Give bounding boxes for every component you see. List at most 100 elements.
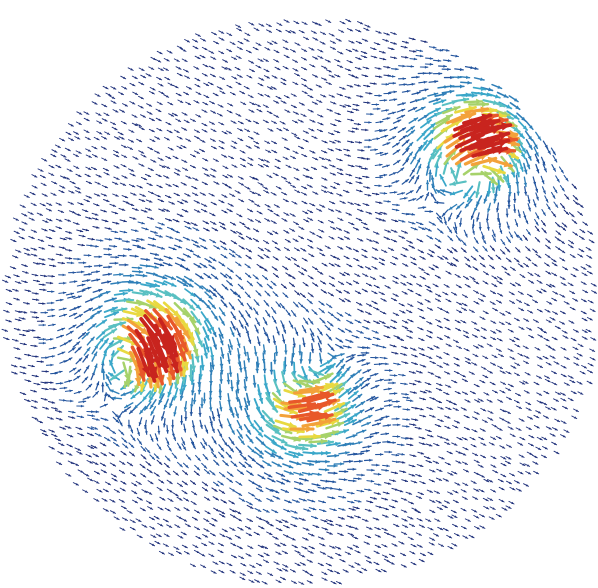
vector-arrow-head [394, 374, 397, 377]
vector-arrow-head [144, 525, 147, 528]
vector-arrow-head [395, 208, 399, 212]
vector-arrow-head [528, 427, 532, 430]
vector-arrow-head [422, 353, 426, 356]
vector-arrow-head [139, 185, 143, 189]
vector-arrow-head [349, 321, 353, 324]
vector-arrow-head [428, 460, 432, 463]
vector-arrow-head [159, 51, 163, 54]
vector-arrow-head [284, 138, 288, 141]
vector-arrow-head [339, 168, 343, 171]
vector-arrow-head [211, 193, 215, 197]
vector-arrow-head [98, 174, 102, 178]
vector-arrow-head [116, 154, 119, 157]
vector-arrow-head [528, 258, 531, 261]
vector-arrow-head [421, 338, 425, 341]
vector-arrow-head [373, 82, 377, 85]
vector-arrow-head [518, 428, 522, 431]
vector-arrow-head [248, 146, 252, 149]
vector-arrow-head [348, 49, 352, 52]
vector-arrow-head [387, 440, 390, 444]
vector-arrow-head [114, 127, 118, 130]
vector-arrow-head [71, 416, 75, 419]
vector-arrow-head [346, 272, 350, 276]
vector-arrow-head [447, 426, 451, 429]
vector-arrow-head [340, 237, 344, 240]
vector-arrow-head [457, 238, 461, 242]
vector-arrow-head [526, 391, 530, 394]
vector-arrow-head [233, 146, 236, 149]
vector-arrow-head [379, 151, 383, 155]
vector-arrow-head [123, 452, 127, 456]
vector-arrow-head [42, 203, 46, 206]
vector-arrow-head [328, 563, 332, 566]
vector-arrow-head [491, 247, 495, 251]
vector-arrow-head [314, 267, 318, 270]
vector-arrow-head [412, 464, 415, 468]
vector-arrow-head [410, 289, 414, 292]
vector-arrow-head [420, 250, 424, 253]
vector-arrow-head [207, 511, 211, 514]
vector-arrow-head [379, 505, 382, 509]
vector-arrow-head [332, 173, 336, 176]
vector-arrow-head [489, 400, 493, 403]
vector-arrow-head [274, 510, 278, 513]
vector-arrow-head [264, 268, 268, 272]
vector-arrow-head [141, 82, 144, 85]
vector-arrow-head [447, 416, 451, 419]
vector-arrow-head [439, 383, 443, 386]
vector-arrow-head [566, 302, 570, 305]
vector-arrow-head [557, 326, 561, 329]
vector-arrow-head [456, 533, 460, 536]
vector-arrow-head [342, 273, 345, 276]
vector-arrow-head [529, 310, 533, 314]
vector-arrow-head [432, 415, 436, 418]
vector-arrow-head [527, 248, 531, 251]
vector-arrow-head [520, 443, 523, 446]
vector-arrow-head [192, 564, 196, 567]
vector-arrow-head [366, 346, 370, 350]
vector-arrow-head [355, 127, 359, 130]
vector-arrow-head [310, 245, 314, 249]
vector-arrow-head [521, 327, 524, 330]
vector-arrow-head [348, 173, 352, 177]
vector-arrow-head [499, 281, 503, 284]
vector-arrow-head [284, 192, 287, 195]
vector-arrow-head [166, 209, 170, 212]
vector-arrow-head [204, 47, 208, 50]
vector-arrow-head [203, 204, 207, 207]
vector-arrow-head [405, 264, 408, 267]
vector-arrow-head [420, 464, 423, 467]
vector-arrow-head [420, 308, 424, 311]
vector-arrow-head [301, 582, 304, 585]
vector-arrow-head [348, 68, 351, 72]
vector-arrow-head [332, 546, 335, 549]
vector-arrow-head [507, 411, 511, 414]
vector-arrow-head [342, 201, 346, 204]
vector-arrow-head [196, 550, 200, 553]
vector-arrow-head [512, 268, 516, 271]
vector-arrow-head [323, 94, 326, 98]
vector-arrow-head [152, 237, 156, 241]
vector-arrow-head [322, 543, 326, 547]
vector-arrow-head [124, 195, 128, 198]
vector-arrow-head [72, 210, 75, 214]
vector-arrow-head [574, 221, 577, 224]
vector-arrow-head [184, 545, 188, 548]
vector-arrow-head [435, 534, 439, 537]
vector-arrow-head [273, 193, 277, 196]
vector-arrow-head [370, 112, 374, 116]
vector-arrow-head [482, 455, 486, 458]
vector-arrow-head [431, 538, 435, 541]
vector-arrow-head [465, 277, 469, 280]
vector-arrow-head [525, 346, 529, 349]
vector-arrow-head [540, 327, 543, 330]
vector-arrow-head [576, 363, 579, 366]
vector-arrow-head [228, 131, 232, 134]
vector-arrow-head [261, 78, 264, 81]
vector-arrow-head [247, 186, 250, 190]
vector-arrow-head [45, 370, 49, 373]
vector-arrow-head [564, 331, 568, 334]
vector-arrow-head [379, 163, 383, 167]
vector-arrow-head [34, 175, 37, 178]
vector-arrow-head [213, 146, 217, 149]
